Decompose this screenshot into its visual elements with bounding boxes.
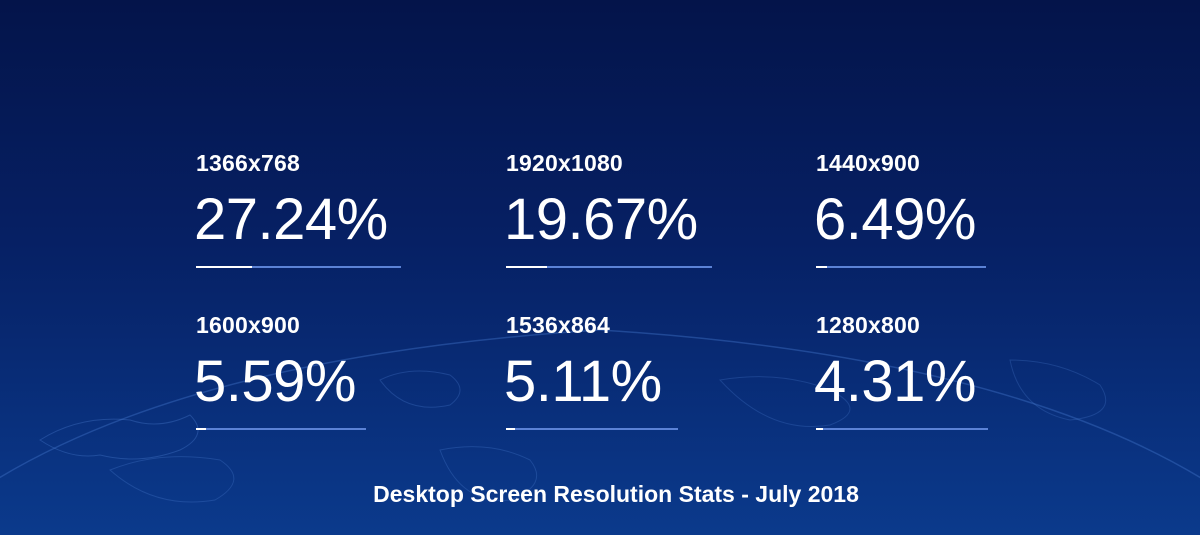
share-bar-fill bbox=[506, 266, 547, 268]
footer-title: Desktop Screen Resolution Stats - July 2… bbox=[373, 481, 859, 507]
resolution-label: 1280x800 bbox=[816, 312, 920, 338]
share-bar bbox=[506, 428, 678, 430]
percent-value: 19.67% bbox=[504, 187, 698, 252]
share-bar bbox=[816, 428, 988, 430]
resolution-label: 1440x900 bbox=[816, 150, 920, 176]
percent-value: 5.11% bbox=[504, 349, 662, 414]
share-bar-fill bbox=[816, 428, 824, 430]
percent-value: 27.24% bbox=[194, 187, 388, 252]
share-bar bbox=[196, 428, 366, 430]
percent-value: 4.31% bbox=[814, 349, 976, 414]
share-bar-fill bbox=[506, 428, 515, 430]
percent-value: 6.49% bbox=[814, 187, 976, 252]
share-bar-fill bbox=[196, 266, 252, 268]
percent-value: 5.59% bbox=[194, 349, 356, 414]
share-bar-fill bbox=[196, 428, 206, 430]
share-bar bbox=[506, 266, 712, 268]
share-bar bbox=[196, 266, 401, 268]
share-bar-fill bbox=[816, 266, 828, 268]
resolution-label: 1366x768 bbox=[196, 150, 300, 176]
resolution-label: 1536x864 bbox=[506, 312, 610, 338]
share-bar bbox=[816, 266, 986, 268]
resolution-label: 1920x1080 bbox=[506, 150, 623, 176]
resolution-label: 1600x900 bbox=[196, 312, 300, 338]
